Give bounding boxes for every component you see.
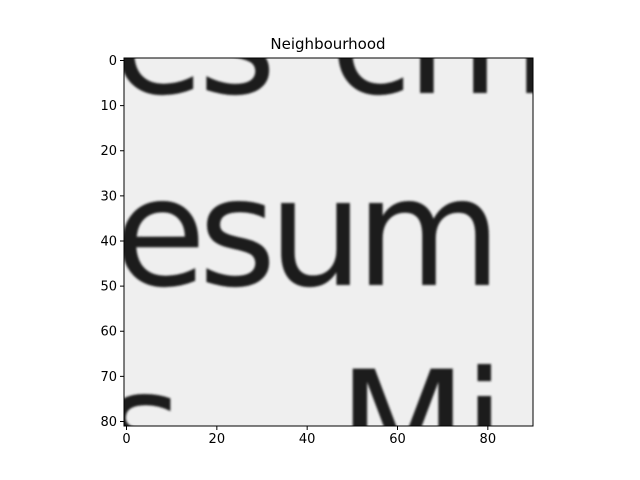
paper-background: [124, 58, 533, 426]
y-tick-label: 30: [100, 189, 117, 204]
printed-text-layer: es cm esum s Mi: [104, 0, 547, 480]
y-tick-label: 50: [100, 280, 117, 295]
text-fragment-top-left: es: [112, 0, 270, 129]
y-tick-label: 10: [100, 99, 117, 114]
text-fragment-top-right: cm: [330, 0, 547, 129]
y-tick-label: 60: [100, 325, 117, 340]
text-fragment-bottom-right: Mi: [338, 340, 501, 480]
y-tick-label: 80: [100, 415, 117, 430]
y-tick-label: 20: [100, 144, 117, 159]
text-fragment-bottom-left: s: [104, 340, 182, 480]
x-tick-label: 40: [299, 432, 316, 447]
x-tick-label: 0: [122, 432, 130, 447]
x-axis: 0 20 40 60 80: [122, 426, 496, 447]
x-tick-label: 80: [480, 432, 497, 447]
x-tick-label: 60: [389, 432, 406, 447]
y-tick-label: 0: [109, 54, 117, 69]
y-tick-label: 40: [100, 234, 117, 249]
y-axis: 0 10 20 30 40 50 60 70 80: [100, 54, 124, 430]
axes-frame: [123, 57, 534, 427]
text-fragment-middle: esum: [114, 147, 494, 321]
figure-title: Neighbourhood: [270, 35, 385, 53]
y-tick-label: 70: [100, 370, 117, 385]
x-tick-label: 20: [209, 432, 226, 447]
image-crop: es cm esum s Mi: [104, 0, 547, 480]
